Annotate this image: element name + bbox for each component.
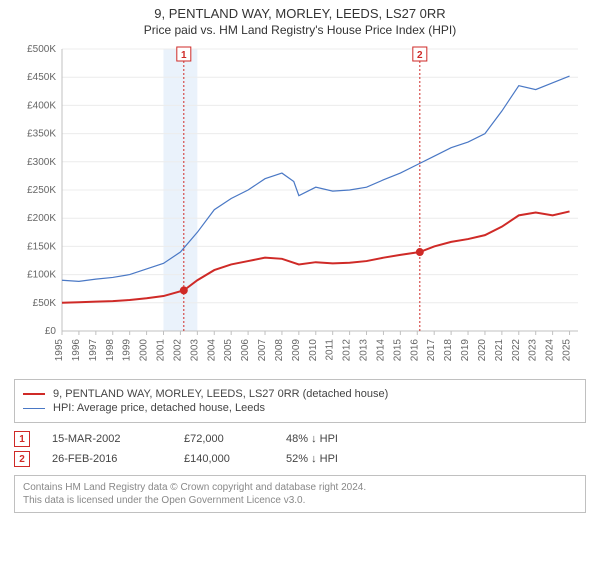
- x-tick-label: 2007: [257, 339, 268, 362]
- y-tick-label: £400K: [27, 100, 56, 111]
- x-tick-label: 2025: [562, 339, 573, 362]
- sale-date: 15-MAR-2002: [52, 433, 162, 445]
- attribution-line-2: This data is licensed under the Open Gov…: [23, 494, 577, 507]
- x-tick-label: 2010: [308, 339, 319, 362]
- y-tick-label: £250K: [27, 185, 56, 196]
- x-tick-label: 1999: [122, 339, 133, 362]
- sale-index-box: 2: [14, 451, 30, 467]
- x-tick-label: 2022: [511, 339, 522, 362]
- y-tick-label: £50K: [33, 298, 57, 309]
- x-tick-label: 2005: [223, 339, 234, 362]
- y-tick-label: £100K: [27, 270, 56, 281]
- sale-row: 1 15-MAR-2002 £72,000 48% ↓ HPI: [14, 431, 586, 447]
- x-tick-label: 2013: [359, 339, 370, 362]
- x-tick-label: 2018: [443, 339, 454, 362]
- y-tick-label: £300K: [27, 157, 56, 168]
- y-tick-label: £450K: [27, 72, 56, 83]
- x-tick-label: 2004: [206, 339, 217, 362]
- x-tick-label: 2000: [139, 339, 150, 362]
- legend-row: 9, PENTLAND WAY, MORLEY, LEEDS, LS27 0RR…: [23, 388, 577, 400]
- chart-title: 9, PENTLAND WAY, MORLEY, LEEDS, LS27 0RR: [0, 6, 600, 21]
- x-tick-label: 2001: [156, 339, 167, 362]
- x-tick-label: 2020: [477, 339, 488, 362]
- line-chart: £0 £50K £100K £150K £200K £250K £300K £350K £400…: [14, 41, 586, 371]
- sale-marker-number: 1: [181, 50, 187, 61]
- x-tick-label: 2008: [274, 339, 285, 362]
- series-line-1: [62, 76, 570, 281]
- legend-swatch: [23, 393, 45, 395]
- y-tick-label: £0: [45, 326, 57, 337]
- x-tick-label: 2012: [342, 339, 353, 362]
- sale-row: 2 26-FEB-2016 £140,000 52% ↓ HPI: [14, 451, 586, 467]
- y-tick-label: £200K: [27, 213, 56, 224]
- x-tick-label: 1997: [88, 339, 99, 362]
- x-tick-label: 2014: [375, 339, 386, 362]
- sale-delta: 52% ↓ HPI: [286, 453, 396, 465]
- attribution-line-1: Contains HM Land Registry data © Crown c…: [23, 481, 577, 494]
- x-tick-label: 2019: [460, 339, 471, 362]
- x-tick-label: 1995: [54, 339, 65, 362]
- series-line-0: [62, 211, 570, 302]
- x-tick-label: 2023: [528, 339, 539, 362]
- chart-area: £0 £50K £100K £150K £200K £250K £300K £350K £400…: [14, 41, 586, 371]
- legend-panel: 9, PENTLAND WAY, MORLEY, LEEDS, LS27 0RR…: [14, 379, 586, 423]
- x-tick-label: 2003: [189, 339, 200, 362]
- data-attribution: Contains HM Land Registry data © Crown c…: [14, 475, 586, 513]
- sale-price: £72,000: [184, 433, 264, 445]
- x-tick-label: 2017: [426, 339, 437, 362]
- sale-price: £140,000: [184, 453, 264, 465]
- x-tick-label: 2015: [392, 339, 403, 362]
- legend-label: HPI: Average price, detached house, Leed…: [53, 402, 265, 414]
- x-tick-label: 2021: [494, 339, 505, 362]
- x-tick-label: 2009: [291, 339, 302, 362]
- sale-date: 26-FEB-2016: [52, 453, 162, 465]
- chart-subtitle: Price paid vs. HM Land Registry's House …: [0, 23, 600, 37]
- x-tick-label: 2002: [172, 339, 183, 362]
- x-tick-label: 1998: [105, 339, 116, 362]
- legend-row: HPI: Average price, detached house, Leed…: [23, 402, 577, 414]
- x-tick-label: 2011: [325, 339, 336, 361]
- x-tick-label: 1996: [71, 339, 82, 362]
- y-tick-label: £500K: [27, 44, 56, 55]
- sales-table: 1 15-MAR-2002 £72,000 48% ↓ HPI 2 26-FEB-2016…: [14, 431, 586, 467]
- y-tick-label: £350K: [27, 129, 56, 140]
- x-tick-label: 2016: [409, 339, 420, 362]
- legend-swatch: [23, 408, 45, 409]
- x-tick-label: 2006: [240, 339, 251, 362]
- sale-marker-number: 2: [417, 50, 423, 61]
- sale-delta: 48% ↓ HPI: [286, 433, 396, 445]
- y-tick-label: £150K: [27, 241, 56, 252]
- x-tick-label: 2024: [545, 339, 556, 362]
- sale-index-box: 1: [14, 431, 30, 447]
- legend-label: 9, PENTLAND WAY, MORLEY, LEEDS, LS27 0RR…: [53, 388, 388, 400]
